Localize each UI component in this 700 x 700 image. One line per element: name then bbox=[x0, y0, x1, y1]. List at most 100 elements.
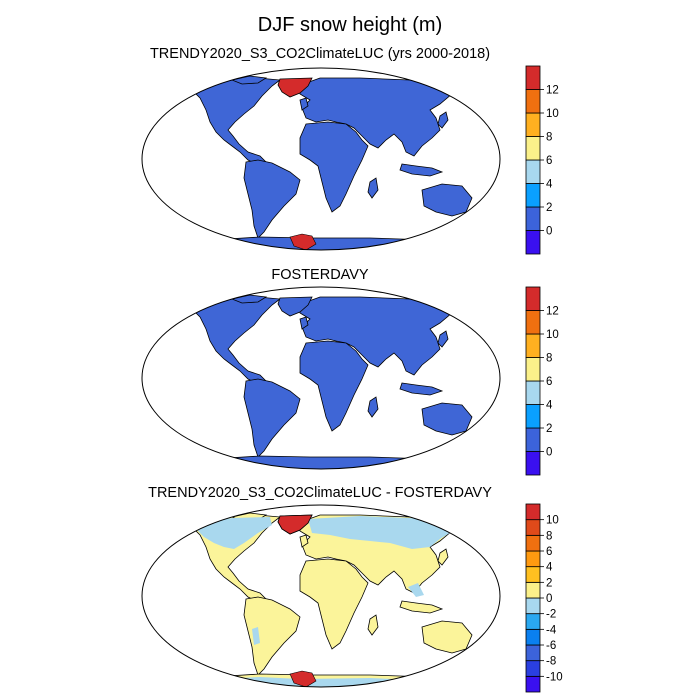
colorbar-swatch bbox=[525, 65, 541, 90]
colorbar-label: 2 bbox=[546, 577, 552, 589]
colorbar-swatch bbox=[525, 286, 541, 311]
region-southAmerica bbox=[243, 378, 301, 458]
region-antarctic-peninsula bbox=[289, 670, 317, 687]
colorbar-panel-3: -10 -8 -6 -4 -2 0 2 4 6 8 10 bbox=[525, 503, 563, 693]
colorbar-swatch bbox=[525, 503, 541, 521]
colorbar-swatch bbox=[525, 112, 541, 137]
colorbar-swatch bbox=[525, 357, 541, 382]
colorbar-swatch bbox=[525, 519, 541, 536]
colorbar-swatch bbox=[525, 675, 541, 693]
colorbar-label: 12 bbox=[546, 85, 559, 97]
panel-2-title: FOSTERDAVY bbox=[271, 267, 369, 283]
colorbar-label: 0 bbox=[546, 593, 552, 605]
region-madagascar bbox=[367, 177, 379, 199]
region-indonesia bbox=[399, 600, 444, 614]
region-japan bbox=[437, 330, 449, 348]
main-title: DJF snow height (m) bbox=[257, 14, 443, 36]
colorbar-swatch bbox=[525, 566, 541, 583]
region-greenland bbox=[277, 77, 313, 98]
region-greenland bbox=[277, 296, 313, 317]
colorbar-swatch bbox=[525, 380, 541, 405]
colorbar-swatch bbox=[525, 628, 541, 646]
region-africa bbox=[299, 121, 369, 213]
colorbar-label: 12 bbox=[546, 306, 559, 318]
region-arcticIsles bbox=[230, 75, 268, 85]
colorbar-label: 4 bbox=[546, 562, 553, 574]
colorbar-label: -10 bbox=[546, 671, 563, 683]
colorbar-swatch bbox=[525, 183, 541, 208]
colorbar-label: 8 bbox=[546, 132, 552, 144]
region-japan bbox=[437, 548, 449, 566]
colorbar-swatch bbox=[525, 581, 541, 599]
colorbar-swatch bbox=[525, 206, 541, 231]
region-australia bbox=[421, 620, 473, 654]
map-panel-2 bbox=[141, 286, 501, 470]
colorbar-label: 6 bbox=[546, 546, 552, 558]
colorbar-swatch bbox=[525, 550, 541, 568]
region-newZealand bbox=[475, 648, 487, 664]
region-japan bbox=[437, 111, 449, 129]
colorbar-label: 10 bbox=[546, 108, 559, 120]
region-madagascar bbox=[367, 396, 379, 418]
negative-diff-patch bbox=[220, 677, 430, 687]
panel-1-title: TRENDY2020_S3_CO2ClimateLUC (yrs 2000-20… bbox=[149, 46, 491, 62]
colorbar-label: 0 bbox=[546, 226, 552, 238]
negative-diff-patch bbox=[252, 627, 260, 645]
colorbar-swatch bbox=[525, 404, 541, 429]
map-border bbox=[141, 286, 501, 470]
region-uk bbox=[299, 316, 309, 330]
region-indonesia bbox=[399, 382, 444, 396]
region-northAmerica bbox=[189, 296, 282, 385]
region-arcticIsles bbox=[230, 294, 268, 304]
negative-diff-patch bbox=[308, 516, 456, 549]
colorbar-label: 10 bbox=[546, 515, 559, 527]
colorbar-swatch bbox=[525, 136, 541, 161]
colorbar-panel-1: 0 2 4 6 8 10 12 bbox=[525, 65, 559, 255]
colorbar-label: 6 bbox=[546, 376, 552, 388]
region-africa bbox=[299, 340, 369, 432]
region-southAmerica bbox=[243, 159, 301, 239]
colorbar-label: 8 bbox=[546, 530, 552, 542]
colorbar-swatch bbox=[525, 597, 541, 615]
region-uk bbox=[299, 534, 309, 548]
colorbar-label: -4 bbox=[546, 624, 557, 636]
colorbar-label: 8 bbox=[546, 353, 552, 365]
colorbar-label: 10 bbox=[546, 329, 559, 341]
map-border bbox=[141, 504, 501, 688]
region-australia bbox=[421, 183, 473, 217]
region-indonesia bbox=[399, 163, 444, 177]
colorbar-label: 2 bbox=[546, 423, 552, 435]
region-australia bbox=[421, 402, 473, 436]
colorbar-swatch bbox=[525, 89, 541, 114]
panel-3-title: TRENDY2020_S3_CO2ClimateLUC - FOSTERDAVY bbox=[148, 485, 492, 501]
colorbar-label: 4 bbox=[546, 400, 553, 412]
colorbar-swatch bbox=[525, 451, 541, 476]
colorbar-swatch bbox=[525, 534, 541, 552]
negative-diff-patch bbox=[192, 517, 272, 549]
map-border bbox=[141, 67, 501, 251]
colorbar-label: -8 bbox=[546, 656, 556, 668]
colorbar-swatch bbox=[525, 159, 541, 184]
colorbar-label: -2 bbox=[546, 609, 556, 621]
colorbar-swatch bbox=[525, 310, 541, 335]
colorbar-swatch bbox=[525, 230, 541, 255]
region-newZealand bbox=[475, 211, 487, 227]
colorbar-label: 2 bbox=[546, 202, 552, 214]
colorbar-label: 0 bbox=[546, 447, 552, 459]
colorbar-swatch bbox=[525, 427, 541, 452]
region-greenland-diff bbox=[277, 514, 313, 535]
region-southAmerica bbox=[243, 596, 301, 676]
region-newZealand bbox=[475, 430, 487, 446]
map-panel-1 bbox=[141, 67, 501, 251]
colorbar-panel-2: 0 2 4 6 8 10 12 bbox=[525, 286, 559, 476]
colorbar-swatch bbox=[525, 333, 541, 358]
colorbar-swatch bbox=[525, 644, 541, 662]
region-northAmerica bbox=[189, 77, 282, 166]
region-madagascar bbox=[367, 614, 379, 636]
colorbar-swatch bbox=[525, 613, 541, 630]
colorbar-swatch bbox=[525, 660, 541, 677]
region-antarctic-peninsula bbox=[289, 233, 317, 250]
region-africa bbox=[299, 558, 369, 650]
colorbar-label: 4 bbox=[546, 179, 553, 191]
map-panel-3 bbox=[141, 504, 501, 688]
